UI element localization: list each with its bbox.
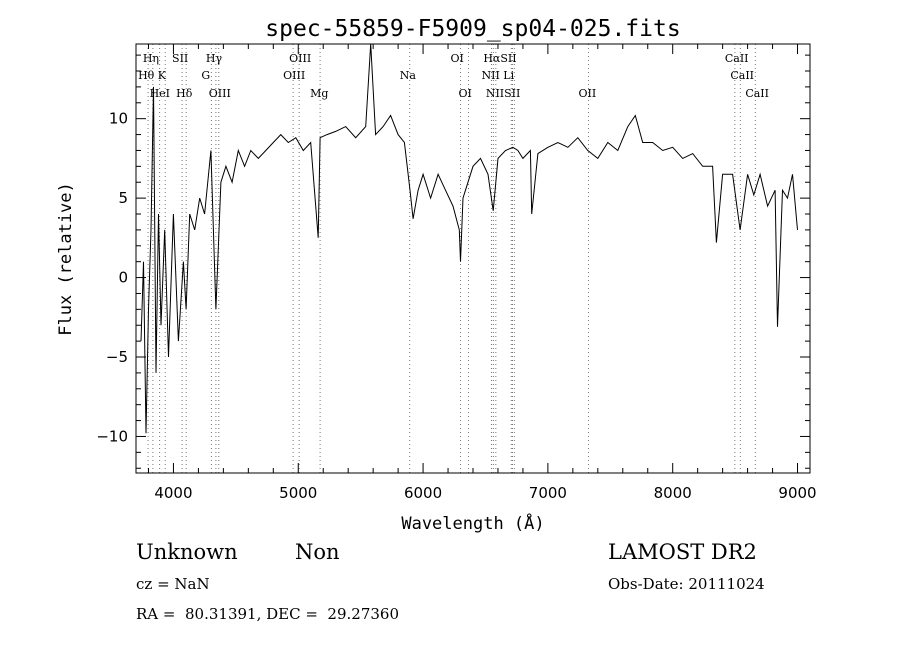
y-tick-label: 5 <box>118 189 128 207</box>
y-axis-ticks: −10 −5 0 5 10 <box>96 54 810 469</box>
line-label: CaII <box>730 69 754 82</box>
x-tick-label: 6000 <box>404 484 442 502</box>
y-tick-label: 10 <box>109 110 128 128</box>
survey-label: LAMOST DR2 <box>608 540 757 564</box>
spectrum-series-line <box>140 43 798 434</box>
x-tick-label: 9000 <box>778 484 816 502</box>
line-label: G <box>201 69 210 82</box>
line-label: CaII <box>745 87 769 100</box>
line-label: OI <box>459 87 472 100</box>
line-label: Mg <box>310 87 328 100</box>
line-label: HeI <box>150 87 170 100</box>
x-tick-label: 4000 <box>154 484 192 502</box>
plot-frame <box>135 43 811 474</box>
emission-line-markers <box>147 44 756 473</box>
subclass-label: Non <box>295 540 340 564</box>
class-label: Unknown <box>136 540 238 564</box>
line-label: OIII <box>209 87 231 100</box>
line-label: NII Li <box>481 69 514 82</box>
coordinates-label: RA = 80.31391, DEC = 29.27360 <box>136 605 400 623</box>
emission-line-labels: Hη SII Hγ OIII OI HαSII CaII Hθ K G OIII Na NII Li C… <box>138 52 769 100</box>
line-label: Hθ K <box>138 69 167 82</box>
x-tick-label: 5000 <box>279 484 317 502</box>
y-tick-label: 0 <box>118 269 128 287</box>
line-label: OI <box>451 52 464 65</box>
line-label: Hη <box>143 52 159 65</box>
x-axis-label: Wavelength (Å) <box>401 512 544 534</box>
x-tick-label: 7000 <box>529 484 567 502</box>
line-label: HαSII <box>483 52 516 65</box>
line-label: OIII <box>283 69 305 82</box>
line-label: SII <box>172 52 188 65</box>
chart-title: spec-55859-F5909_sp04-025.fits <box>265 16 680 42</box>
line-label: NIISII <box>486 87 521 100</box>
line-label: Hγ <box>206 52 223 65</box>
y-tick-label: −10 <box>96 427 128 445</box>
x-tick-label: 8000 <box>654 484 692 502</box>
line-label: Na <box>400 69 417 82</box>
line-label: OIII <box>289 52 311 65</box>
obs-date-label: Obs-Date: 20111024 <box>608 575 765 593</box>
line-label: Hδ <box>176 87 193 100</box>
line-label: OII <box>578 87 596 100</box>
redshift-label: cz = NaN <box>136 575 210 593</box>
y-axis-label: Flux (relative) <box>56 182 76 336</box>
y-tick-label: −5 <box>106 348 128 366</box>
line-label: CaII <box>725 52 749 65</box>
x-axis-ticks: 4000 5000 6000 7000 8000 9000 <box>147 44 817 502</box>
